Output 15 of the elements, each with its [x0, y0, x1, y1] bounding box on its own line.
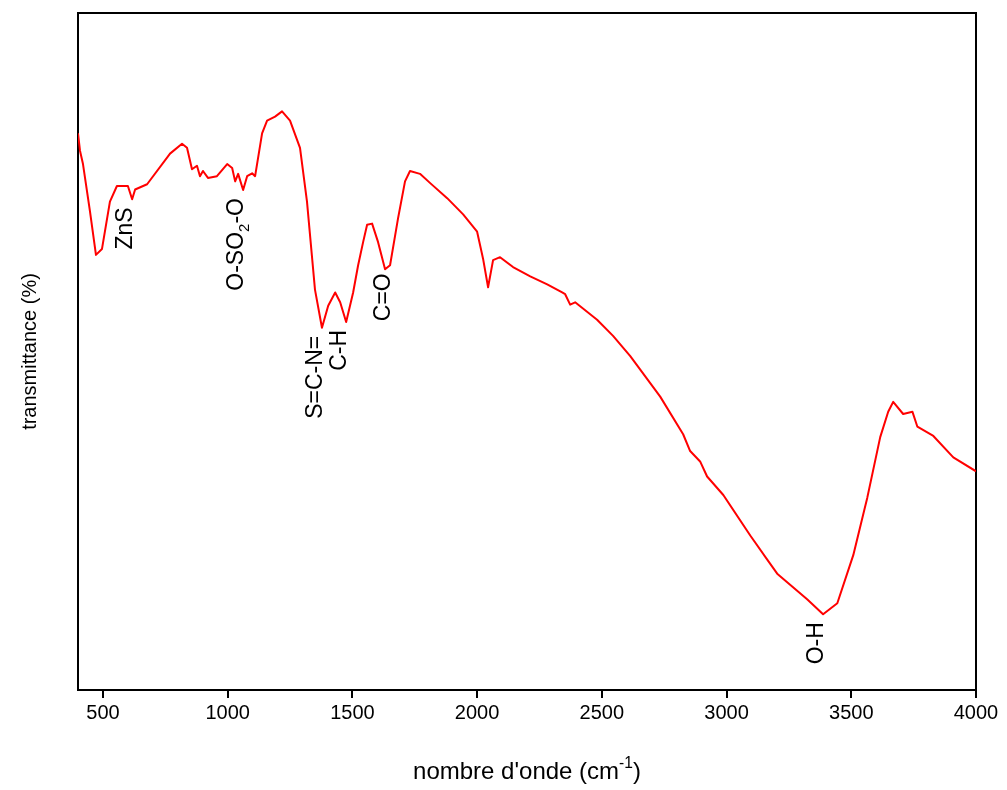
x-tick-label: 2500 — [579, 700, 625, 723]
x-tick-label: 1000 — [205, 700, 250, 723]
y-axis-title: transmittance (%) — [17, 273, 40, 430]
x-tick-label: 4000 — [953, 700, 999, 723]
annotation: ZnS — [111, 207, 138, 250]
x-tick-label: 500 — [86, 700, 120, 723]
x-tick-label: 3500 — [829, 700, 874, 723]
annotation: C-H — [325, 329, 352, 371]
x-tick-label: 3000 — [704, 700, 749, 723]
annotation: S=C-N= — [301, 335, 328, 419]
annotation: C=O — [369, 273, 396, 322]
x-tick-label: 1500 — [330, 700, 375, 723]
annotation: O-SO2-O — [222, 198, 253, 291]
annotation: O-H — [802, 622, 829, 665]
x-tick-label: 2000 — [454, 700, 500, 723]
